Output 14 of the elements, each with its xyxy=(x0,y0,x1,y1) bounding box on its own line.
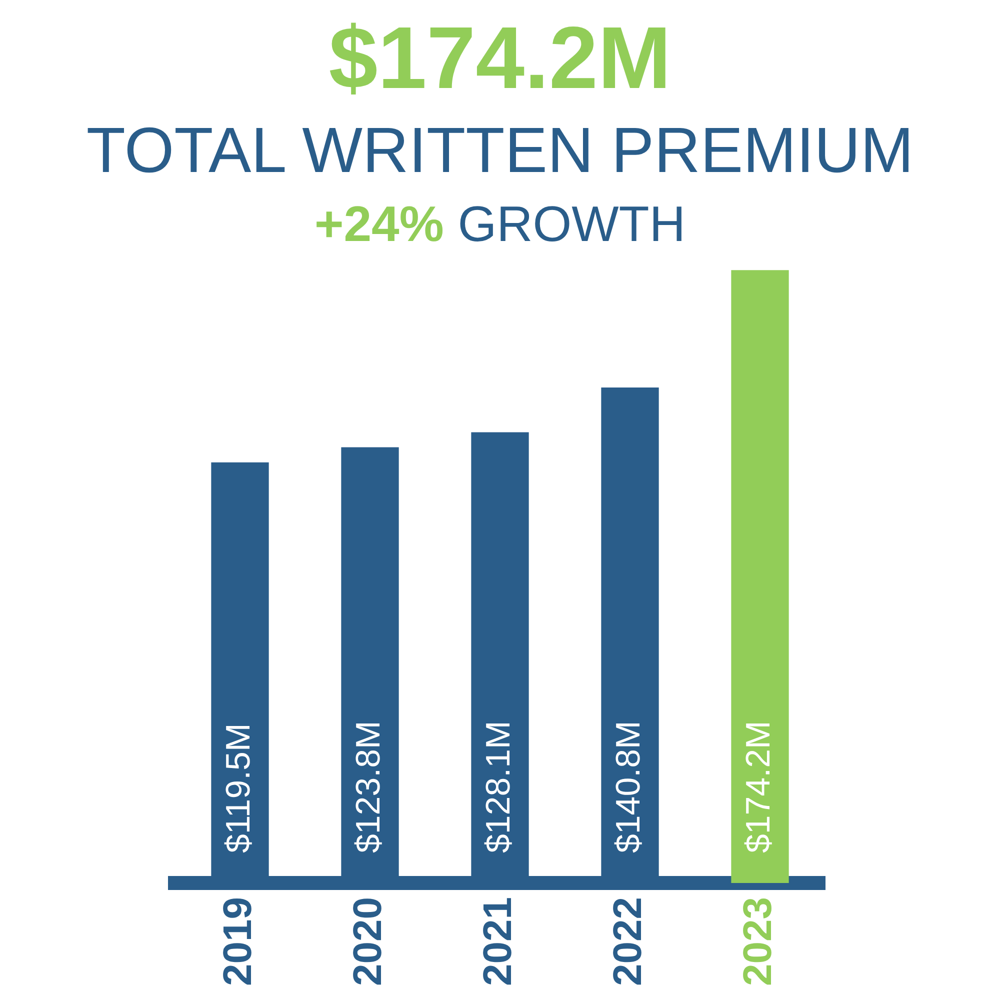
data-label: $140.8M xyxy=(609,720,648,854)
data-label: $119.5M xyxy=(219,723,258,854)
data-label: $123.8M xyxy=(349,720,388,854)
data-label: $174.2M xyxy=(739,720,778,854)
x-tick-label: 2019 xyxy=(216,897,260,986)
bar xyxy=(731,270,789,884)
text: +24% GROWTH xyxy=(314,195,686,254)
x-tick-label: 2023 xyxy=(736,897,780,986)
chart-subtitle: TOTAL WRITTEN PREMIUM xyxy=(85,113,915,188)
chart-title: $174.2M xyxy=(328,8,672,108)
x-tick-label: 2022 xyxy=(606,897,650,986)
x-tick-label: 2021 xyxy=(476,897,520,986)
data-label: $128.1M xyxy=(479,720,518,854)
x-tick-label: 2020 xyxy=(346,897,390,986)
